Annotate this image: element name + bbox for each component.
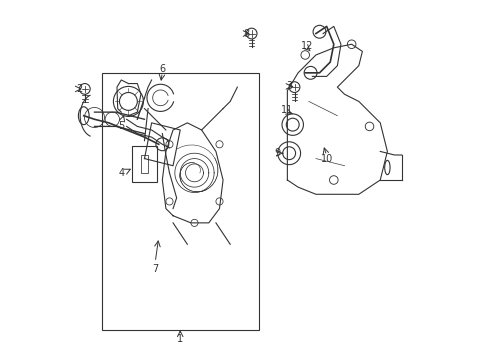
Text: 4: 4 <box>118 168 124 178</box>
Text: 11: 11 <box>281 105 293 115</box>
Text: 2: 2 <box>76 84 82 94</box>
Text: 6: 6 <box>159 64 165 74</box>
Text: 3: 3 <box>285 81 292 91</box>
Text: 8: 8 <box>243 28 249 39</box>
Text: 7: 7 <box>152 264 158 274</box>
Text: 9: 9 <box>274 148 280 158</box>
Text: 1: 1 <box>177 334 183 344</box>
Text: 5: 5 <box>118 121 124 131</box>
Text: 10: 10 <box>320 154 332 163</box>
Text: 12: 12 <box>300 41 312 51</box>
